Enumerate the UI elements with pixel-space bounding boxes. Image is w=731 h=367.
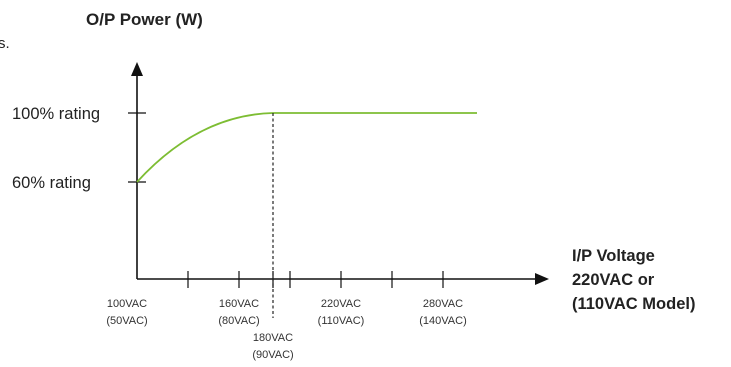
x-ticks: 100VAC (50VAC) 160VAC (80VAC) 180VAC (90VAC) 2… <box>106 271 467 361</box>
y-level-label: 60% rating <box>12 174 91 192</box>
x-tick-label: (110VAC) <box>318 315 365 327</box>
y-level-labels: 100% rating 60% rating <box>12 105 146 192</box>
x-tick-label: 220VAC <box>321 298 361 310</box>
x-axis-title-line: 220VAC or <box>572 271 655 289</box>
y-axis-title: O/P Power (W) <box>86 10 203 29</box>
x-axis-title-line: (110VAC Model) <box>572 295 695 313</box>
x-tick-label: (90VAC) <box>252 349 293 361</box>
series <box>136 112 477 318</box>
series-line <box>136 112 477 183</box>
y-axis-arrow-icon <box>131 62 143 76</box>
x-axis-title: I/P Voltage 220VAC or (110VAC Model) <box>572 247 695 313</box>
y-axis <box>131 62 143 279</box>
x-tick-label: 180VAC <box>253 332 293 344</box>
x-tick-label: (80VAC) <box>218 315 259 327</box>
x-tick-label: (140VAC) <box>419 315 466 327</box>
stray-text: s. <box>0 35 10 52</box>
x-tick-label: 160VAC <box>219 298 259 310</box>
x-tick-label: 280VAC <box>423 298 463 310</box>
x-tick-label: (50VAC) <box>106 315 147 327</box>
x-axis-arrow-icon <box>535 273 549 285</box>
x-axis-title-line: I/P Voltage <box>572 247 655 265</box>
x-tick-label: 100VAC <box>107 298 147 310</box>
x-axis <box>137 273 549 285</box>
y-level-label: 100% rating <box>12 105 100 123</box>
